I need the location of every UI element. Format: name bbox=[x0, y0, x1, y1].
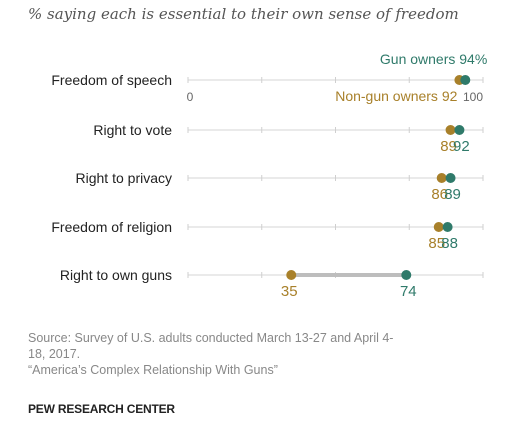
category-label-right-to-own-guns: Right to own guns bbox=[60, 267, 172, 283]
label-gun-owners: Gun owners 94% bbox=[380, 51, 487, 67]
label-non-gun-owners: Non-gun owners 92 bbox=[335, 88, 457, 104]
source-line-1: Source: Survey of U.S. adults conducted … bbox=[28, 331, 394, 345]
dot-plot: Freedom of speech Gun owners 94% Non-gun o… bbox=[51, 51, 487, 300]
footer: Source: Survey of U.S. adults conducted … bbox=[28, 330, 488, 378]
x-tick-label-100: 100 bbox=[463, 90, 483, 104]
value-non-gun-owners-freedom-of-religion: 85 bbox=[428, 235, 445, 252]
dot-non-gun-owners-right-to-own-guns bbox=[286, 270, 297, 280]
dot-gun-owners-freedom-of-speech bbox=[460, 75, 471, 85]
source-line-2: 18, 2017. bbox=[28, 347, 81, 361]
value-non-gun-owners-right-to-vote: 89 bbox=[440, 138, 457, 155]
dot-gun-owners-right-to-own-guns bbox=[401, 270, 412, 280]
category-label-freedom-of-religion: Freedom of religion bbox=[51, 219, 172, 235]
dot-gun-owners-right-to-vote bbox=[454, 125, 465, 135]
dot-non-gun-owners-right-to-privacy bbox=[436, 173, 447, 183]
report-title: “America’s Complex Relationship With Gun… bbox=[28, 363, 278, 377]
dot-non-gun-owners-right-to-vote bbox=[445, 125, 456, 135]
dot-non-gun-owners-freedom-of-religion bbox=[433, 222, 444, 232]
x-tick-label-0: 0 bbox=[187, 90, 194, 104]
chart-subtitle: % saying each is essential to their own … bbox=[28, 5, 459, 23]
category-label-right-to-vote: Right to vote bbox=[93, 122, 172, 138]
dot-gun-owners-freedom-of-religion bbox=[442, 222, 453, 232]
category-label-freedom-of-speech: Freedom of speech bbox=[51, 72, 172, 88]
value-non-gun-owners-right-to-privacy: 86 bbox=[431, 186, 448, 203]
dot-gun-owners-right-to-privacy bbox=[445, 173, 456, 183]
pew-logo-text: PEW RESEARCH CENTER bbox=[28, 402, 175, 416]
value-gun-owners-right-to-privacy: 89 bbox=[444, 186, 461, 203]
value-gun-owners-right-to-vote: 92 bbox=[453, 138, 470, 155]
value-gun-owners-right-to-own-guns: 74 bbox=[400, 283, 417, 300]
value-non-gun-owners-right-to-own-guns: 35 bbox=[281, 283, 298, 300]
category-label-right-to-privacy: Right to privacy bbox=[76, 170, 172, 186]
value-gun-owners-freedom-of-religion: 88 bbox=[441, 235, 458, 252]
